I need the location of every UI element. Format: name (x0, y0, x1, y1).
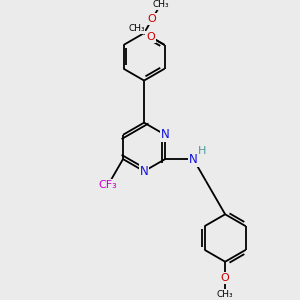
Text: CF₃: CF₃ (99, 180, 118, 190)
Text: N: N (189, 153, 198, 166)
Text: O: O (148, 14, 157, 24)
Text: CH₃: CH₃ (217, 290, 233, 299)
Text: N: N (161, 128, 170, 141)
Text: CH₃: CH₃ (152, 0, 169, 9)
Text: H: H (198, 146, 206, 156)
Text: N: N (140, 165, 148, 178)
Text: O: O (221, 273, 230, 283)
Text: O: O (146, 32, 155, 42)
Text: CH₃: CH₃ (128, 24, 145, 33)
